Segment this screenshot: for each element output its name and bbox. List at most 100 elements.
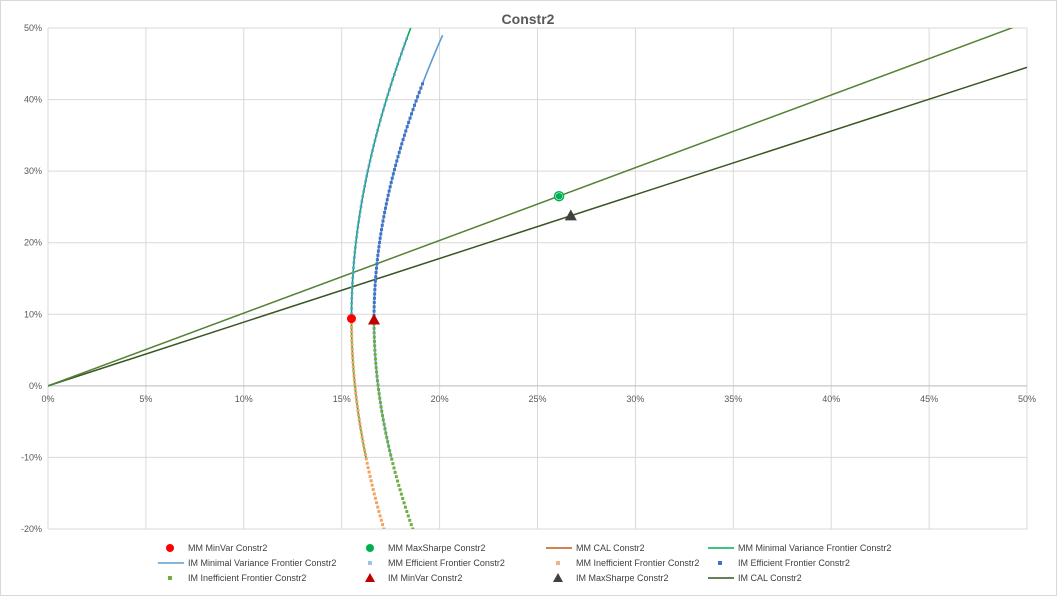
im-inefficient-frontier-point — [375, 374, 379, 378]
legend-triangle-icon — [365, 573, 375, 582]
im-efficient-frontier-point — [385, 198, 389, 202]
mm-efficient-frontier-point — [354, 240, 358, 244]
legend-item: MM MaxSharpe Constr2 — [366, 543, 486, 553]
x-tick-label: 0% — [41, 394, 54, 404]
im-inefficient-frontier-point — [405, 510, 409, 514]
legend-label: IM CAL Constr2 — [738, 573, 802, 583]
mm-inefficient-frontier-point — [350, 338, 354, 342]
mm-efficient-frontier-point — [351, 271, 355, 275]
mm-efficient-frontier-point — [360, 200, 364, 203]
im-inefficient-frontier-point — [411, 527, 415, 529]
im-efficient-frontier-point — [396, 155, 400, 159]
mm-inefficient-frontier-point — [382, 527, 386, 529]
im-efficient-frontier-point — [376, 249, 380, 253]
mm-efficient-frontier-point — [373, 139, 377, 142]
legend-item: MM Minimal Variance Frontier Constr2 — [708, 543, 891, 553]
plot-area — [48, 28, 1027, 529]
mm-inefficient-frontier-point — [352, 378, 356, 382]
legend-item: MM Efficient Frontier Constr2 — [368, 558, 505, 568]
legend-label: MM Efficient Frontier Constr2 — [388, 558, 505, 568]
im-efficient-frontier-point — [410, 112, 414, 116]
im-efficient-frontier-point — [391, 172, 395, 176]
y-tick-label: 10% — [24, 309, 42, 319]
im-inefficient-frontier-point — [406, 514, 410, 518]
mm-inefficient-frontier-point — [363, 448, 367, 452]
mm-efficient-frontier-point — [350, 291, 354, 295]
im-inefficient-frontier-point — [409, 523, 413, 527]
im-inefficient-frontier-point — [393, 470, 397, 474]
im-efficient-frontier-point — [373, 283, 377, 287]
im-inefficient-frontier-point — [387, 444, 391, 448]
im-efficient-frontier-point — [375, 258, 379, 262]
legend-label: MM Inefficient Frontier Constr2 — [576, 558, 699, 568]
im-efficient-frontier-point — [404, 129, 408, 133]
im-efficient-frontier-point — [411, 108, 415, 112]
mm-efficient-frontier-point — [366, 169, 370, 173]
mm-efficient-frontier-point — [380, 113, 384, 117]
mm-inefficient-frontier-point — [352, 369, 356, 373]
mm-inefficient-frontier-point — [352, 374, 356, 378]
im-efficient-frontier-point — [374, 266, 378, 270]
im-maxsharpe-constr2-marker — [564, 209, 577, 221]
legend-label: MM MinVar Constr2 — [188, 543, 267, 553]
mm-inefficient-frontier-point — [363, 452, 367, 456]
legend-item: IM Inefficient Frontier Constr2 — [168, 573, 306, 583]
im-efficient-frontier-point — [373, 288, 377, 292]
mm-efficient-frontier-point — [359, 205, 363, 208]
y-tick-label: 30% — [24, 166, 42, 176]
legend-square-icon — [718, 561, 722, 565]
im-efficient-frontier-point — [388, 185, 392, 189]
im-cal-constr2-line — [48, 66, 1027, 387]
mm-efficient-frontier-point — [352, 261, 356, 264]
mm-efficient-frontier-point — [357, 220, 360, 224]
mm-inefficient-frontier-point — [378, 514, 382, 518]
im-inefficient-frontier-point — [382, 422, 386, 426]
im-inefficient-frontier-point — [390, 457, 394, 461]
im-inefficient-frontier-point — [385, 435, 389, 439]
mm-efficient-frontier-point — [369, 154, 373, 158]
legend-label: IM Minimal Variance Frontier Constr2 — [188, 558, 336, 568]
mm-efficient-frontier-point — [358, 210, 362, 214]
mm-efficient-frontier-point — [379, 118, 382, 122]
im-inefficient-frontier-point — [389, 453, 393, 457]
mm-efficient-frontier-point — [403, 42, 407, 46]
im-efficient-frontier-point — [382, 215, 386, 219]
mm-inefficient-frontier-point — [354, 391, 358, 395]
im-efficient-frontier-point — [372, 309, 376, 313]
im-efficient-frontier-point — [394, 163, 398, 167]
im-inefficient-frontier-point — [379, 405, 383, 409]
legend-square-icon — [368, 561, 372, 565]
im-inefficient-frontier-point — [374, 361, 378, 365]
im-inefficient-frontier-point — [391, 462, 395, 466]
mm-efficient-frontier-point — [350, 302, 353, 305]
mm-inefficient-frontier-point — [362, 444, 366, 448]
im-inefficient-frontier-point — [381, 414, 385, 418]
mm-inefficient-frontier-point — [353, 387, 357, 391]
im-efficient-frontier-point — [420, 82, 424, 86]
mm-efficient-frontier-point — [367, 164, 371, 168]
im-inefficient-frontier-point — [375, 370, 379, 374]
im-efficient-frontier-point — [398, 146, 402, 150]
mm-inefficient-frontier-point — [381, 523, 385, 527]
im-inefficient-frontier-point — [376, 383, 380, 387]
mm-efficient-frontier-point — [355, 230, 359, 234]
mm-inefficient-frontier-point — [350, 330, 354, 334]
legend-label: IM Inefficient Frontier Constr2 — [188, 573, 306, 583]
legend-triangle-icon — [553, 573, 563, 582]
im-minvar-constr2-marker — [368, 313, 381, 325]
mm-inefficient-frontier-point — [371, 488, 375, 492]
im-inefficient-frontier-point — [372, 331, 376, 335]
im-inefficient-frontier-point — [388, 448, 392, 452]
legend-item: IM MaxSharpe Constr2 — [553, 573, 669, 583]
im-efficient-frontier-point — [373, 292, 377, 296]
legend-item: MM Inefficient Frontier Constr2 — [556, 558, 699, 568]
mm-efficient-frontier-point — [388, 88, 391, 91]
mm-efficient-frontier-point — [358, 215, 361, 219]
x-tick-label: 15% — [333, 394, 351, 404]
mm-efficient-frontier-point — [365, 174, 369, 178]
legend-label: IM Efficient Frontier Constr2 — [738, 558, 850, 568]
y-tick-label: 50% — [24, 23, 42, 33]
mm-efficient-frontier-point — [377, 123, 381, 127]
mm-efficient-frontier-point — [394, 67, 398, 71]
im-efficient-frontier-point — [402, 133, 406, 137]
